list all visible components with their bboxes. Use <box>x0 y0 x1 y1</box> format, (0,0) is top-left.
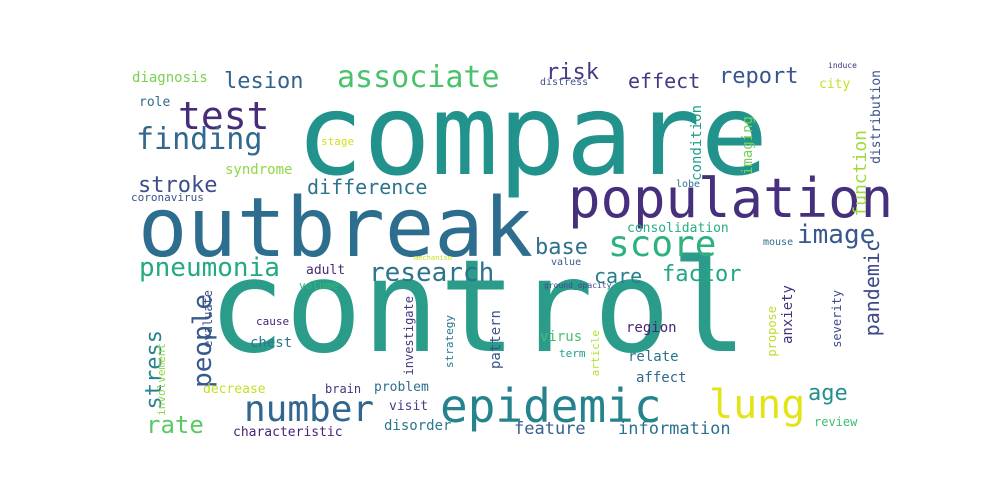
word-factor: factor <box>662 262 742 287</box>
word-rate: rate <box>146 411 204 439</box>
word-research: research <box>369 258 495 288</box>
word-information: information <box>618 419 731 439</box>
word-mechanism: mechanism <box>414 254 452 262</box>
word-base: base <box>535 235 588 260</box>
word-outbreak: outbreak <box>138 181 533 276</box>
word-compare: compare <box>296 71 769 201</box>
word-ground-opacity: ground_opacity <box>544 281 612 290</box>
word-lung: lung <box>709 382 806 428</box>
word-problem: problem <box>374 380 429 395</box>
word-test: test <box>178 94 270 138</box>
word-age: age <box>808 381 848 406</box>
word-image: image <box>797 220 876 250</box>
word-cause: cause <box>256 315 290 328</box>
word-volume: volume <box>299 279 339 292</box>
word-disorder: disorder <box>384 418 452 434</box>
word-strategy: strategy <box>443 315 456 368</box>
word-distribution: distribution <box>869 70 884 164</box>
word-term: term <box>559 347 586 360</box>
word-visit: visit <box>389 399 429 414</box>
word-role: role <box>139 95 171 110</box>
word-induce: induce <box>828 61 857 70</box>
word-investigate: investigate <box>402 296 416 376</box>
word-pneumonia: pneumonia <box>139 253 280 283</box>
word-virus: virus <box>540 329 583 345</box>
word-pattern: pattern <box>488 310 504 370</box>
word-function: function <box>850 130 871 217</box>
word-diagnosis: diagnosis <box>132 70 208 86</box>
word-feature: feature <box>514 419 586 439</box>
word-decrease: decrease <box>203 382 266 397</box>
word-propose: propose <box>765 306 779 357</box>
word-finding: finding <box>136 122 263 157</box>
word-review: review <box>814 415 858 429</box>
word-coronavirus: coronavirus <box>131 191 204 204</box>
word-control: control <box>208 233 748 382</box>
word-care: care <box>594 264 643 288</box>
word-chest: chest <box>250 335 293 351</box>
word-lobe: lobe <box>676 179 701 190</box>
word-characteristic: characteristic <box>233 425 343 440</box>
word-article: article <box>589 330 602 377</box>
word-score: score <box>608 224 717 265</box>
word-involvement: involvement <box>155 343 168 416</box>
word-relate: relate <box>628 349 679 365</box>
word-adult: adult <box>306 263 346 278</box>
word-mouse: mouse <box>763 237 794 248</box>
word-population: population <box>568 167 894 230</box>
word-condition: condition <box>689 105 705 181</box>
word-report: report <box>719 64 799 89</box>
word-value: value <box>551 257 582 268</box>
word-severity: severity <box>830 290 844 348</box>
word-stage: stage <box>321 135 355 148</box>
word-distress: distress <box>540 77 589 88</box>
word-brain: brain <box>325 382 362 396</box>
word-imaging: imaging <box>740 116 756 176</box>
word-epidemic: epidemic <box>440 379 662 433</box>
word-affect: affect <box>636 370 687 386</box>
word-pandemic: pandemic <box>860 240 884 337</box>
word-risk: risk <box>546 60 599 85</box>
word-syndrome: syndrome <box>225 162 293 178</box>
word-stroke: stroke <box>138 173 218 198</box>
word-number: number <box>244 389 375 430</box>
word-region: region <box>626 320 677 336</box>
word-evaluate: evaluate <box>201 290 215 348</box>
word-effect: effect <box>628 69 701 93</box>
word-associate: associate <box>337 60 500 95</box>
word-lesion: lesion <box>224 69 304 94</box>
word-difference: difference <box>307 175 428 199</box>
word-anxiety: anxiety <box>780 285 796 345</box>
word-city: city <box>819 77 851 92</box>
word-consolidation: consolidation <box>627 221 729 236</box>
